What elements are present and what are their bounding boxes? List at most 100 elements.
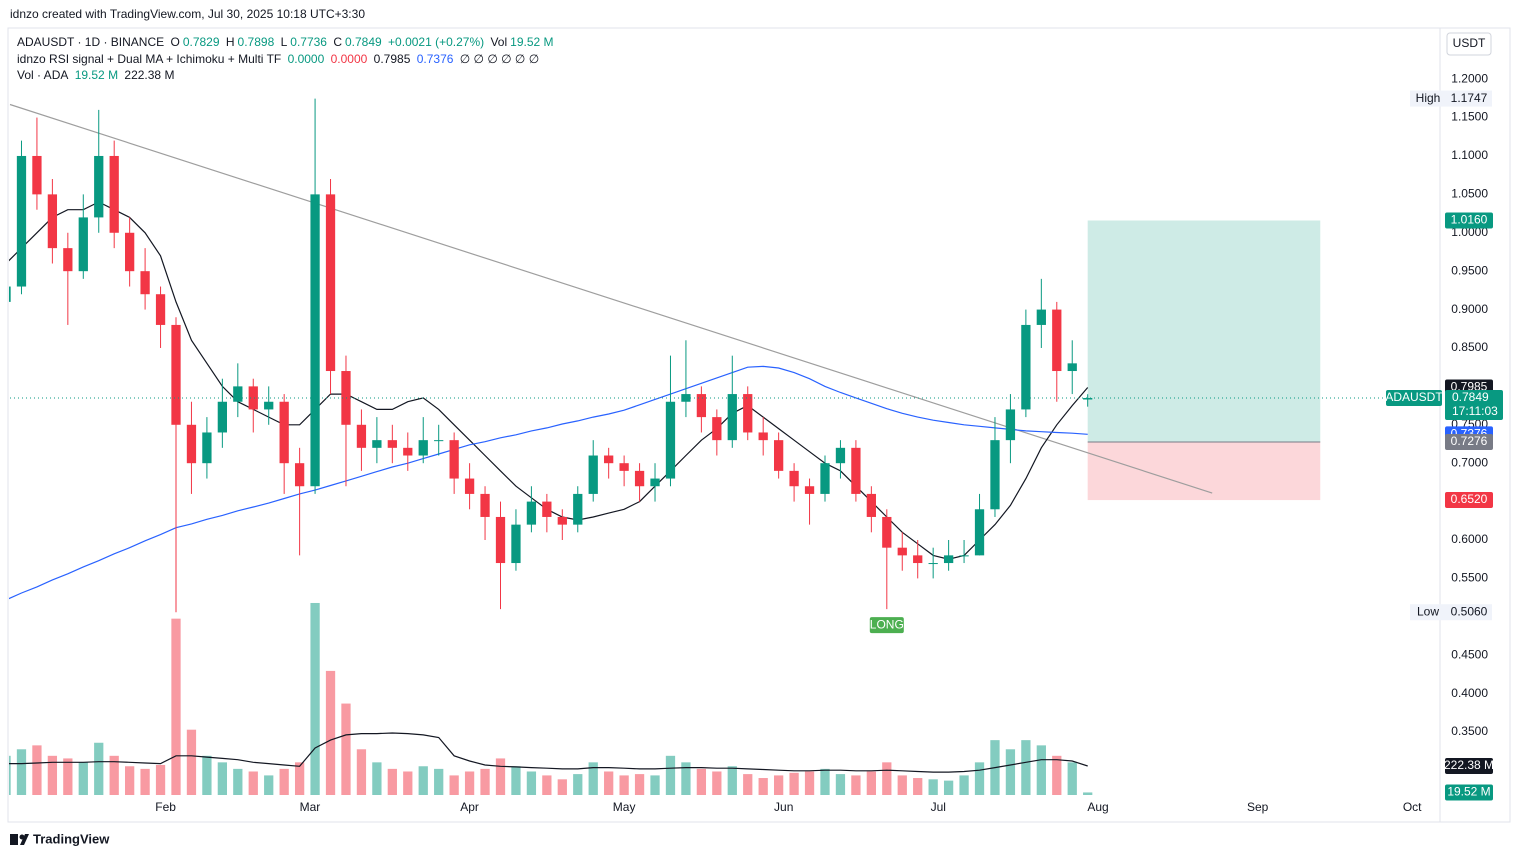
volume-bar bbox=[63, 758, 73, 795]
value: ∅ ∅ ∅ ∅ ∅ ∅ bbox=[459, 52, 540, 66]
candle-body bbox=[16, 155, 27, 287]
candle-body bbox=[279, 401, 289, 464]
candle-body bbox=[32, 155, 42, 195]
candle-body bbox=[1021, 324, 1031, 410]
volume-bar bbox=[727, 766, 737, 795]
volume-bar bbox=[403, 771, 413, 795]
candle-body bbox=[1036, 309, 1046, 325]
candle-body bbox=[1067, 363, 1077, 372]
volume-bar bbox=[47, 755, 58, 795]
volume-bar bbox=[171, 618, 181, 795]
volume-bar bbox=[526, 771, 537, 795]
volume-bar bbox=[557, 779, 567, 795]
candle-body bbox=[372, 440, 382, 448]
x-tick-label: Jun bbox=[774, 800, 793, 814]
candle-body bbox=[140, 271, 150, 295]
volume-bar bbox=[155, 764, 166, 795]
candle-body bbox=[1052, 309, 1062, 372]
volume-bar bbox=[233, 768, 243, 795]
candle-body bbox=[186, 424, 197, 464]
volume-bar bbox=[279, 768, 289, 795]
candle-body bbox=[866, 493, 876, 517]
indicator: idnzo RSI signal + Dual MA + Ichimoku + … bbox=[17, 52, 282, 66]
currency-box[interactable] bbox=[1446, 32, 1492, 56]
candle-body bbox=[789, 470, 799, 487]
candle-body bbox=[155, 294, 166, 325]
y-tick-label: 0.4000 bbox=[1451, 686, 1488, 700]
y-tick-label: 0.8000 bbox=[1451, 379, 1488, 393]
moving-average bbox=[9, 365, 1088, 600]
candle-body bbox=[325, 194, 336, 372]
volume-bar bbox=[186, 729, 197, 795]
candle-body bbox=[557, 516, 567, 525]
volume-bar bbox=[341, 703, 351, 795]
candle-body bbox=[974, 509, 985, 556]
candle-body bbox=[897, 547, 907, 556]
volume-bar bbox=[774, 775, 784, 795]
candle-body bbox=[542, 501, 552, 517]
volume-bar bbox=[32, 745, 42, 795]
high-bg bbox=[1410, 90, 1492, 107]
volume-bar bbox=[109, 755, 119, 795]
candle-body bbox=[217, 401, 227, 433]
volume-bar bbox=[495, 758, 506, 795]
label: Vol bbox=[490, 35, 508, 49]
volume-bar bbox=[696, 768, 707, 795]
plot-area bbox=[9, 98, 1321, 795]
low-bg bbox=[1410, 604, 1492, 621]
candle-body bbox=[233, 386, 243, 402]
volume-bar bbox=[897, 775, 907, 795]
volume-bar bbox=[16, 749, 27, 795]
y-tick-label: 0.9500 bbox=[1451, 263, 1488, 277]
candle-body bbox=[696, 394, 707, 418]
price-badge-bg bbox=[1445, 433, 1493, 450]
candle-body bbox=[9, 286, 11, 302]
volume-bar bbox=[681, 762, 691, 795]
candle-body bbox=[943, 555, 954, 564]
volume-bar bbox=[372, 762, 382, 795]
volume-bar bbox=[449, 775, 459, 795]
low-value: 0.5060 bbox=[1451, 604, 1488, 618]
price-badge-bg bbox=[1445, 426, 1493, 443]
candle-body bbox=[511, 524, 521, 564]
candle-body bbox=[495, 516, 506, 564]
volume-bar bbox=[9, 755, 11, 795]
price-badge: 0.6520 bbox=[1451, 492, 1488, 506]
candle-body bbox=[650, 478, 660, 487]
volume-badge: 222.38 M bbox=[1444, 758, 1494, 772]
x-tick-label: Jul bbox=[931, 800, 946, 814]
volume-bar bbox=[758, 778, 768, 795]
trendline bbox=[9, 103, 1213, 494]
volume-bar bbox=[665, 755, 676, 795]
legend-row: Vol · ADA 19.52 M 222.38 M bbox=[17, 68, 177, 82]
price-badge-bg bbox=[1445, 212, 1493, 229]
candle-body bbox=[1083, 397, 1093, 400]
candle-body bbox=[851, 447, 861, 494]
value: 0.7376 bbox=[416, 52, 454, 66]
x-tick-label: May bbox=[613, 800, 636, 814]
x-tick-label: Aug bbox=[1087, 800, 1108, 814]
candle-body bbox=[634, 470, 645, 487]
y-tick-label: 1.1500 bbox=[1451, 110, 1488, 124]
price-badge: 0.7376 bbox=[1451, 426, 1488, 440]
candle-body bbox=[264, 401, 274, 410]
volume-bar bbox=[990, 740, 1000, 795]
candle-body bbox=[959, 555, 969, 557]
candle-body bbox=[356, 424, 367, 448]
candle-body bbox=[604, 455, 614, 464]
volume-bar bbox=[882, 762, 892, 795]
candle-body bbox=[1005, 409, 1016, 441]
candle-body bbox=[202, 432, 212, 464]
high-name: High bbox=[1416, 91, 1441, 105]
volume-bar bbox=[480, 768, 490, 795]
label: O bbox=[170, 35, 180, 49]
candle-body bbox=[403, 447, 413, 456]
volume-bar bbox=[434, 768, 444, 795]
legend-row: idnzo RSI signal + Dual MA + Ichimoku + … bbox=[17, 52, 542, 66]
price-badge: 0.7985 bbox=[1451, 380, 1488, 394]
price-badge-bg bbox=[1445, 492, 1493, 509]
x-tick-label: Apr bbox=[460, 800, 479, 814]
y-tick-label: 1.0500 bbox=[1451, 187, 1488, 201]
y-tick-label: 0.7000 bbox=[1451, 455, 1488, 469]
last-price: 0.7849 bbox=[1452, 390, 1489, 404]
